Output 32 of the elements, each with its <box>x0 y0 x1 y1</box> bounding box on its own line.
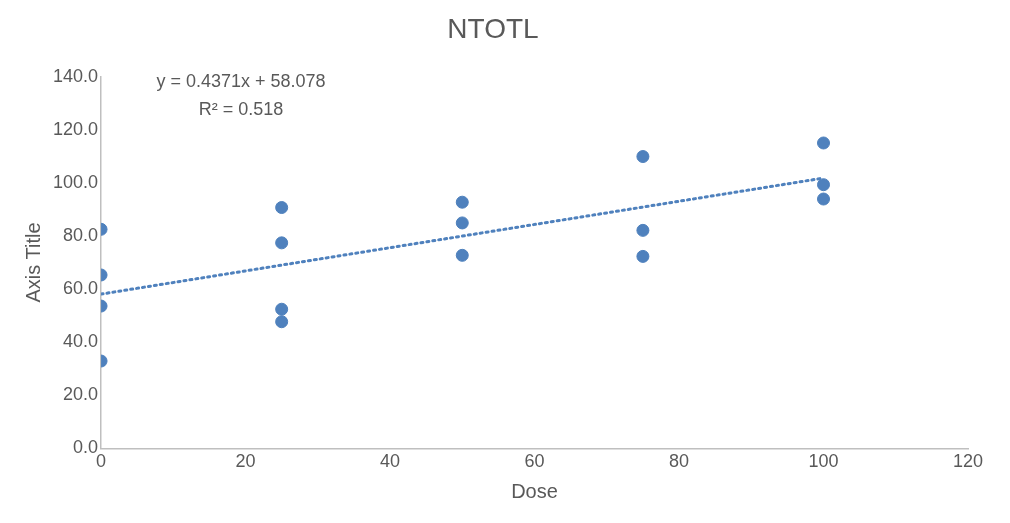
point <box>817 178 831 192</box>
x-tick-label: 0 <box>96 451 107 472</box>
y-tick-label: 60.0 <box>63 278 99 299</box>
y-tick-label: 40.0 <box>63 331 99 352</box>
point <box>455 216 469 230</box>
x-tick-label: 40 <box>380 451 401 472</box>
point <box>275 315 289 329</box>
x-axis-title: Dose <box>511 479 558 502</box>
y-tick-label: 80.0 <box>63 224 99 245</box>
x-tick-label: 120 <box>952 451 984 472</box>
point <box>455 195 469 209</box>
x-tick-label: 80 <box>669 451 690 472</box>
point <box>817 136 831 150</box>
annotation: y = 0.4371x + 58.078 <box>156 70 326 91</box>
y-tick-label: 140.0 <box>53 65 99 86</box>
y-tick-label: 20.0 <box>63 384 99 405</box>
annotation: R² = 0.518 <box>198 98 284 119</box>
point <box>275 236 289 250</box>
x-tick-label: 60 <box>524 451 545 472</box>
point <box>636 249 650 263</box>
x-tick-label: 100 <box>808 451 839 472</box>
chart-title: NTOTL <box>447 12 539 44</box>
point <box>275 201 289 215</box>
y-tick-label: 100.0 <box>53 171 99 192</box>
y-tick-label: 120.0 <box>53 118 99 139</box>
point <box>817 192 831 206</box>
point <box>275 302 289 316</box>
point <box>455 248 469 262</box>
point <box>636 223 650 237</box>
point <box>636 150 650 164</box>
y-axis-title: Axis Title <box>21 222 44 303</box>
x-tick-label: 20 <box>235 451 256 472</box>
